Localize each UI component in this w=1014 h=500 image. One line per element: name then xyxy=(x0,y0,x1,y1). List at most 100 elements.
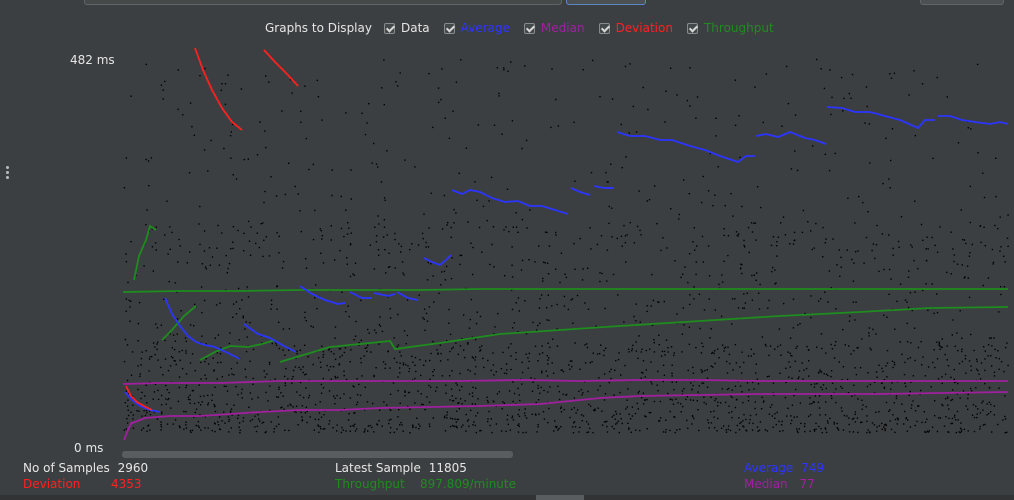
data-point xyxy=(870,349,872,351)
data-point xyxy=(916,420,918,423)
data-point xyxy=(123,360,126,363)
grip-icon[interactable] xyxy=(6,166,9,180)
data-point xyxy=(345,378,348,381)
data-point xyxy=(822,384,825,386)
data-point xyxy=(500,368,503,370)
data-point xyxy=(972,404,975,406)
data-point xyxy=(584,344,586,346)
data-point xyxy=(757,430,759,432)
browse-button[interactable] xyxy=(566,0,646,5)
data-point xyxy=(830,343,832,346)
data-point xyxy=(658,301,660,303)
data-point xyxy=(139,375,141,377)
data-point xyxy=(229,332,231,334)
data-point xyxy=(665,90,667,92)
data-point xyxy=(245,321,247,323)
data-point xyxy=(842,366,845,368)
configure-button[interactable] xyxy=(920,0,1004,5)
data-point xyxy=(759,421,762,423)
data-point xyxy=(731,323,733,325)
data-point xyxy=(934,400,936,402)
file-combo[interactable] xyxy=(84,0,562,5)
data-point xyxy=(604,393,607,395)
checkbox-throughput[interactable]: Throughput xyxy=(686,21,774,35)
data-point xyxy=(140,357,143,360)
checkbox-median-box[interactable] xyxy=(523,22,535,34)
data-point xyxy=(913,327,916,329)
data-point xyxy=(259,420,261,422)
checkbox-data-box[interactable] xyxy=(383,22,395,34)
data-point xyxy=(455,81,458,83)
data-point xyxy=(658,343,660,346)
data-point xyxy=(818,407,821,409)
data-point xyxy=(184,337,187,339)
horizontal-scrollbar[interactable] xyxy=(122,451,513,458)
data-point xyxy=(846,415,848,417)
data-point xyxy=(146,209,148,211)
data-point xyxy=(507,70,509,72)
selected-tab[interactable] xyxy=(536,495,584,500)
data-point xyxy=(991,248,994,251)
data-point xyxy=(831,348,834,350)
data-point xyxy=(469,370,471,372)
data-point xyxy=(617,294,619,296)
checkbox-deviation-box[interactable] xyxy=(598,22,610,34)
data-point xyxy=(800,422,802,425)
checkbox-data[interactable]: Data xyxy=(383,21,430,35)
data-point xyxy=(624,235,627,237)
data-point xyxy=(511,327,514,329)
data-point xyxy=(181,349,183,352)
data-point xyxy=(316,79,318,82)
data-point xyxy=(280,392,282,394)
throughput-lines xyxy=(122,224,1009,363)
data-point xyxy=(997,227,999,230)
data-point xyxy=(328,348,331,350)
data-point xyxy=(953,368,955,371)
checkbox-average[interactable]: Average xyxy=(443,21,510,35)
data-point xyxy=(956,410,959,413)
data-point xyxy=(907,358,909,360)
data-point xyxy=(291,92,293,94)
data-point xyxy=(216,247,218,249)
data-point xyxy=(480,349,482,351)
data-point xyxy=(259,121,261,123)
data-point xyxy=(967,408,969,411)
data-point xyxy=(835,308,837,310)
data-point xyxy=(151,246,154,248)
data-point xyxy=(716,430,718,432)
data-point xyxy=(868,327,871,329)
data-point xyxy=(185,411,187,413)
data-point xyxy=(619,413,621,415)
data-point xyxy=(355,403,358,406)
data-point xyxy=(588,403,590,406)
data-point xyxy=(328,423,330,425)
data-point xyxy=(951,417,954,420)
data-point xyxy=(558,427,560,430)
data-point xyxy=(885,365,887,367)
checkbox-median[interactable]: Median xyxy=(523,21,585,35)
data-point xyxy=(373,142,375,145)
split-pane-divider[interactable] xyxy=(0,0,9,500)
data-point xyxy=(179,245,181,247)
data-point xyxy=(534,261,536,263)
data-point xyxy=(396,361,398,363)
data-point xyxy=(334,259,336,261)
data-point xyxy=(432,371,434,373)
checkbox-throughput-box[interactable] xyxy=(686,22,698,34)
data-point xyxy=(939,348,941,350)
data-point xyxy=(683,388,685,390)
data-point xyxy=(560,406,562,408)
data-point xyxy=(345,209,347,211)
checkbox-average-box[interactable] xyxy=(443,22,455,34)
checkbox-deviation[interactable]: Deviation xyxy=(598,21,673,35)
data-point xyxy=(277,416,279,418)
data-point xyxy=(871,249,873,252)
data-point xyxy=(240,392,243,394)
data-point xyxy=(992,261,995,263)
data-point xyxy=(377,215,379,217)
data-point xyxy=(1003,370,1005,373)
data-point xyxy=(734,385,737,387)
data-point xyxy=(350,198,352,200)
throughput-label: Throughput xyxy=(335,477,405,491)
data-point xyxy=(426,396,428,398)
